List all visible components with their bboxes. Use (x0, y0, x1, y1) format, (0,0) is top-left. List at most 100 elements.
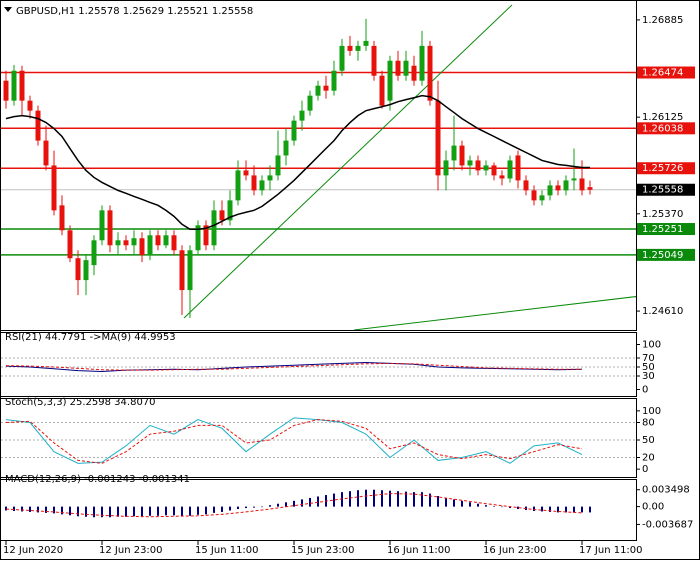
candle-body (115, 240, 121, 246)
histogram-bar (77, 506, 79, 517)
candle-body (43, 140, 49, 166)
candle-body (371, 45, 377, 76)
candle-body (555, 185, 561, 191)
level-label: 1.25726 (642, 163, 683, 174)
candle-body (19, 70, 25, 101)
candle-body (147, 235, 153, 256)
candle-body (187, 250, 193, 291)
candle-body (483, 165, 489, 171)
histogram-bar (229, 506, 231, 511)
histogram-bar (389, 490, 391, 507)
histogram-bar (405, 491, 407, 507)
histogram-bar (189, 506, 191, 516)
y-tick-label: 0.003498 (642, 485, 690, 496)
candle-body (507, 160, 513, 179)
histogram-bar (261, 506, 263, 508)
x-tick-label: 16 Jun 23:00 (483, 545, 547, 556)
level-label: 1.25049 (642, 250, 683, 261)
histogram-bar (133, 506, 135, 517)
candle-body (267, 175, 273, 181)
candle-body (347, 45, 353, 51)
signal-line (5, 493, 583, 518)
x-tick-label: 17 Jun 11:00 (579, 545, 643, 556)
indicator-line (5, 419, 583, 464)
candle-body (435, 100, 441, 176)
price-label-box (637, 183, 695, 196)
x-tick-label: 15 Jun 23:00 (291, 545, 355, 556)
histogram-bar (333, 493, 335, 507)
histogram-bar (573, 506, 575, 513)
histogram-bar (421, 492, 423, 507)
histogram-bar (141, 506, 143, 517)
histogram-bar (357, 490, 359, 507)
level-label-box (637, 248, 695, 261)
y-tick-label: 0 (642, 464, 648, 475)
histogram-bar (85, 506, 87, 517)
histogram-bar (541, 506, 543, 512)
histogram-bar (45, 506, 47, 513)
y-tick-label: 100 (642, 406, 661, 417)
candle-body (107, 210, 113, 246)
candle-body (139, 238, 145, 256)
histogram-bar (157, 506, 159, 516)
histogram-bar (53, 506, 55, 514)
candle-body (547, 185, 553, 196)
candle-body (387, 60, 393, 101)
histogram-bar (21, 506, 23, 512)
histogram-bar (565, 506, 567, 513)
histogram-bar (269, 505, 271, 507)
candle-body (315, 85, 321, 96)
histogram-bar (309, 497, 311, 507)
candle-body (67, 230, 73, 259)
histogram-bar (117, 506, 119, 517)
candle-body (219, 210, 225, 221)
histogram-bar (429, 493, 431, 507)
candle-body (27, 100, 33, 111)
histogram-bar (277, 503, 279, 507)
histogram-bar (397, 491, 399, 507)
histogram-bar (373, 489, 375, 507)
histogram-bar (557, 506, 559, 513)
x-tick-label: 15 Jun 11:00 (195, 545, 259, 556)
histogram-bar (293, 500, 295, 507)
histogram-bar (589, 506, 591, 513)
candle-body (395, 60, 401, 76)
candle-body (59, 205, 65, 231)
panel-title: RSI(21) 44.7791 ->MA(9) 44.9953 (5, 332, 176, 343)
x-tick-label: 16 Jun 11:00 (387, 545, 451, 556)
histogram-bar (493, 506, 495, 507)
candle-body (579, 178, 585, 191)
candle-body (259, 180, 265, 191)
histogram-bar (165, 506, 167, 516)
candle-body (531, 190, 537, 201)
level-label-box (637, 66, 695, 79)
candle-body (91, 240, 97, 266)
level-label: 1.26474 (642, 68, 683, 79)
y-tick-label: 20 (642, 453, 655, 464)
y-tick-label: 100 (642, 340, 661, 351)
trendline (183, 4, 513, 319)
candle-body (235, 170, 241, 201)
level-label-box (637, 223, 695, 236)
histogram-bar (213, 506, 215, 513)
candle-body (299, 110, 305, 121)
menu-triangle[interactable] (4, 7, 12, 12)
histogram-bar (477, 503, 479, 507)
histogram-bar (509, 506, 511, 509)
candle-body (419, 45, 425, 81)
candle-body (459, 145, 465, 166)
candle-body (179, 250, 185, 291)
histogram-bar (445, 497, 447, 507)
candle-body (411, 65, 417, 81)
y-tick-label: 50 (642, 362, 655, 373)
candle-body (379, 75, 385, 106)
candle-body (171, 235, 177, 251)
candle-body (227, 200, 233, 221)
histogram-bar (237, 506, 239, 510)
x-tick-label: 12 Jun 2020 (3, 545, 63, 556)
histogram-bar (413, 492, 415, 507)
histogram-bar (517, 506, 519, 510)
histogram-bar (245, 506, 247, 509)
